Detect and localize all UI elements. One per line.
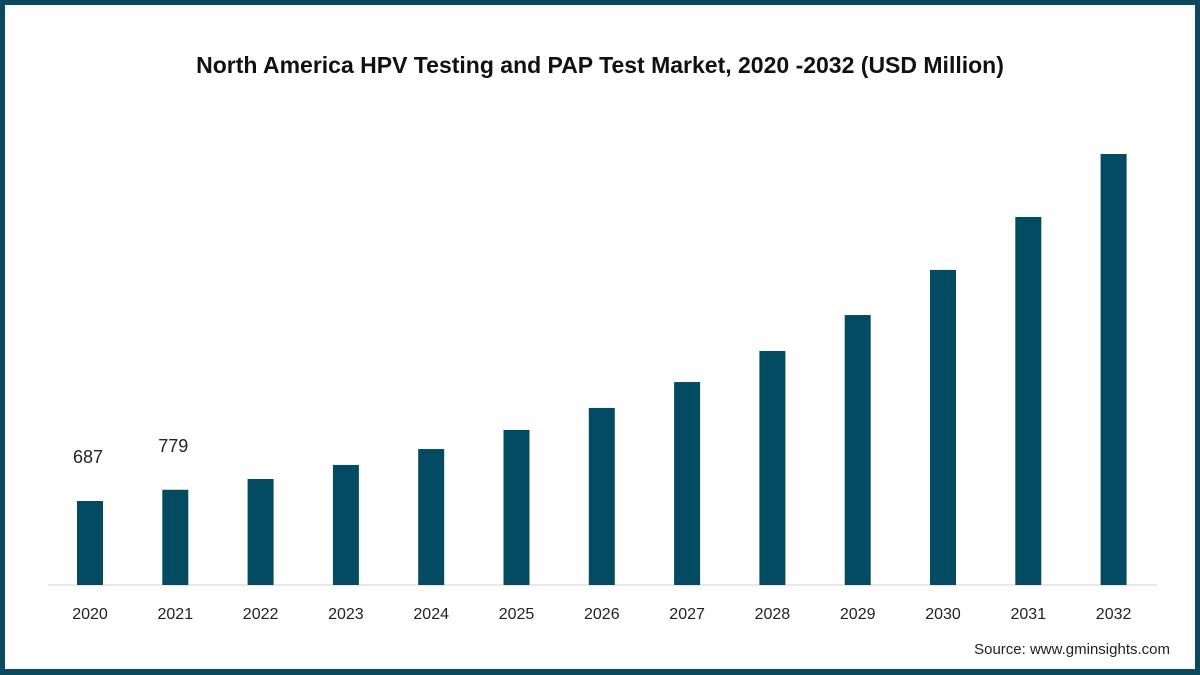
bar-2025 [503,429,530,585]
bar-2028 [759,350,786,585]
x-tick-label: 2032 [1096,606,1132,623]
x-tick-label: 2022 [243,606,279,623]
bar-2023 [332,464,359,585]
source-note: Source: www.gminsights.com [974,641,1170,658]
bar-2031 [1015,216,1042,585]
x-tick-label: 2024 [413,606,449,623]
x-tick-label: 2025 [499,606,535,623]
x-tick-label: 2026 [584,606,620,623]
bar-2032 [1100,154,1127,585]
x-tick-label: 2021 [158,606,194,623]
x-tick-label: 2030 [925,606,961,623]
data-label: 779 [158,436,188,456]
bar-2029 [844,315,871,585]
data-label: 687 [73,447,103,467]
bar-2030 [930,269,956,585]
chart-title: North America HPV Testing and PAP Test M… [196,52,1004,78]
bar-2027 [674,382,701,585]
x-tick-label: 2027 [669,606,705,623]
bar-2026 [588,407,615,585]
x-tick-label: 2031 [1011,606,1047,623]
bar-2024 [418,449,445,585]
bar-2022 [247,478,274,585]
x-tick-label: 2029 [840,606,876,623]
x-tick-label: 2028 [755,606,791,623]
bar-2021 [162,489,189,585]
x-tick-label: 2023 [328,606,364,623]
x-tick-label: 2020 [72,606,108,623]
bar-2020 [77,501,103,585]
